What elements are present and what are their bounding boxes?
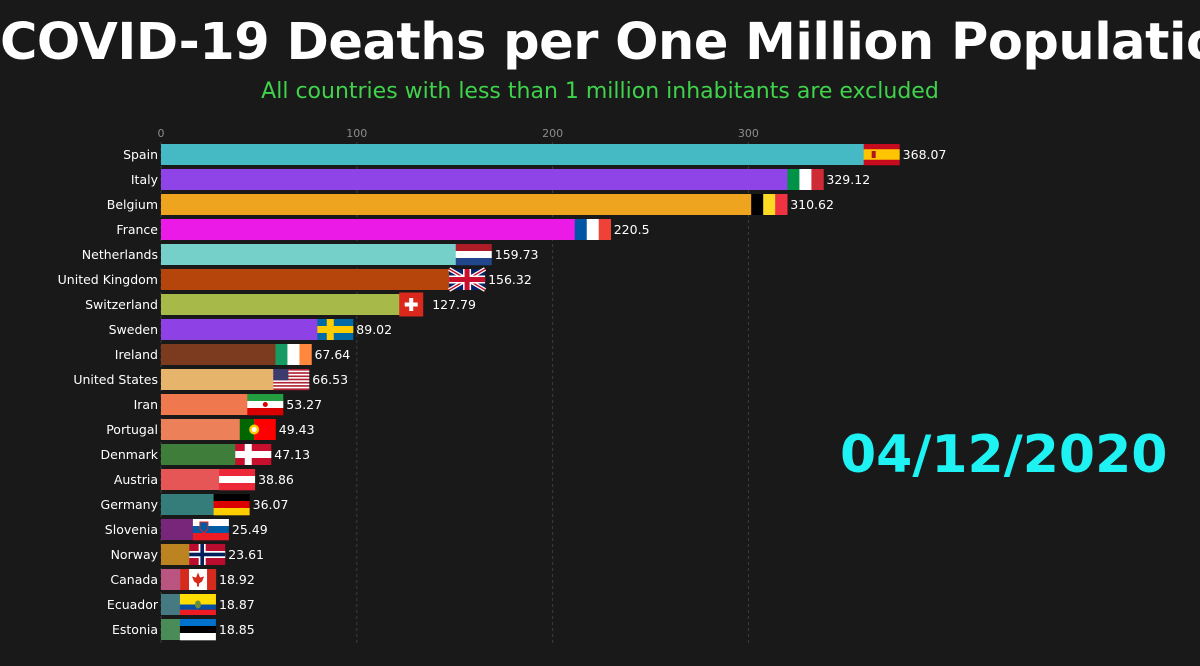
chart-subtitle: All countries with less than 1 million i… <box>261 79 939 104</box>
sweden-flag-icon <box>317 319 354 340</box>
estonia-flag-icon <box>179 619 216 641</box>
category-label: Portugal <box>106 422 158 437</box>
bar <box>161 369 292 390</box>
value-label: 36.07 <box>253 497 289 512</box>
value-label: 49.43 <box>279 422 315 437</box>
category-label: Denmark <box>101 447 159 462</box>
category-label: Germany <box>101 497 159 512</box>
bar <box>161 419 258 440</box>
italy-flag-icon <box>787 169 824 190</box>
value-label: 38.86 <box>258 472 294 487</box>
bar <box>161 219 593 240</box>
category-label: Belgium <box>107 197 158 212</box>
bar <box>161 294 412 315</box>
value-label: 368.07 <box>903 147 947 162</box>
bar <box>161 269 468 290</box>
category-label: United States <box>73 372 158 387</box>
portugal-flag-icon <box>239 419 276 440</box>
value-label: 23.61 <box>228 547 264 562</box>
category-label: Switzerland <box>85 297 158 312</box>
value-label: 89.02 <box>356 322 392 337</box>
category-label: Ireland <box>115 347 158 362</box>
x-tick-label: 200 <box>542 127 563 140</box>
bar <box>161 344 294 365</box>
united-states-flag-icon <box>273 369 310 391</box>
value-label: 47.13 <box>274 447 310 462</box>
value-label: 67.64 <box>314 347 350 362</box>
value-label: 159.73 <box>495 247 539 262</box>
france-flag-icon <box>574 219 612 240</box>
date-label: 04/12/2020 <box>840 425 1168 485</box>
ireland-flag-icon <box>275 344 312 365</box>
category-label: Estonia <box>112 622 158 637</box>
slovenia-flag-icon <box>192 519 229 541</box>
value-label: 220.5 <box>614 222 650 237</box>
category-label: France <box>116 222 158 237</box>
category-label: Netherlands <box>82 247 158 262</box>
chart-title: COVID-19 Deaths per One Million Populati… <box>0 13 1200 72</box>
bar <box>161 244 474 265</box>
value-label: 25.49 <box>232 522 268 537</box>
value-label: 18.92 <box>219 572 255 587</box>
category-label: Iran <box>134 397 158 412</box>
bar <box>161 469 238 490</box>
value-label: 18.85 <box>219 622 255 637</box>
bar <box>161 144 882 165</box>
germany-flag-icon <box>213 494 250 516</box>
value-label: 310.62 <box>790 197 834 212</box>
denmark-flag-icon <box>235 444 272 465</box>
spain-flag-icon <box>863 144 900 166</box>
category-label: Italy <box>131 172 159 187</box>
category-label: Slovenia <box>105 522 158 537</box>
bar <box>161 394 266 415</box>
bar <box>161 444 254 465</box>
canada-flag-icon <box>180 569 217 590</box>
x-tick-label: 0 <box>158 127 165 140</box>
category-label: United Kingdom <box>58 272 158 287</box>
bar <box>161 194 770 215</box>
ecuador-flag-icon <box>179 594 216 615</box>
category-label: Canada <box>110 572 158 587</box>
x-tick-label: 100 <box>346 127 367 140</box>
category-label: Spain <box>123 147 158 162</box>
austria-flag-icon <box>219 469 256 491</box>
belgium-flag-icon <box>751 194 788 215</box>
value-label: 53.27 <box>286 397 322 412</box>
norway-flag-icon <box>189 544 226 565</box>
category-label: Norway <box>111 547 159 562</box>
united-kingdom-flag-icon <box>448 267 487 292</box>
iran-flag-icon <box>247 394 284 416</box>
value-label: 66.53 <box>312 372 348 387</box>
value-label: 329.12 <box>826 172 870 187</box>
bar <box>161 319 336 340</box>
switzerland-flag-icon <box>399 292 424 317</box>
value-label: 156.32 <box>488 272 532 287</box>
bar <box>161 169 806 190</box>
netherlands-flag-icon <box>455 244 492 266</box>
category-label: Ecuador <box>107 597 159 612</box>
x-tick-label: 300 <box>738 127 759 140</box>
category-label: Sweden <box>109 322 158 337</box>
value-label: 18.87 <box>219 597 255 612</box>
category-label: Austria <box>114 472 158 487</box>
value-label: 127.79 <box>432 297 476 312</box>
